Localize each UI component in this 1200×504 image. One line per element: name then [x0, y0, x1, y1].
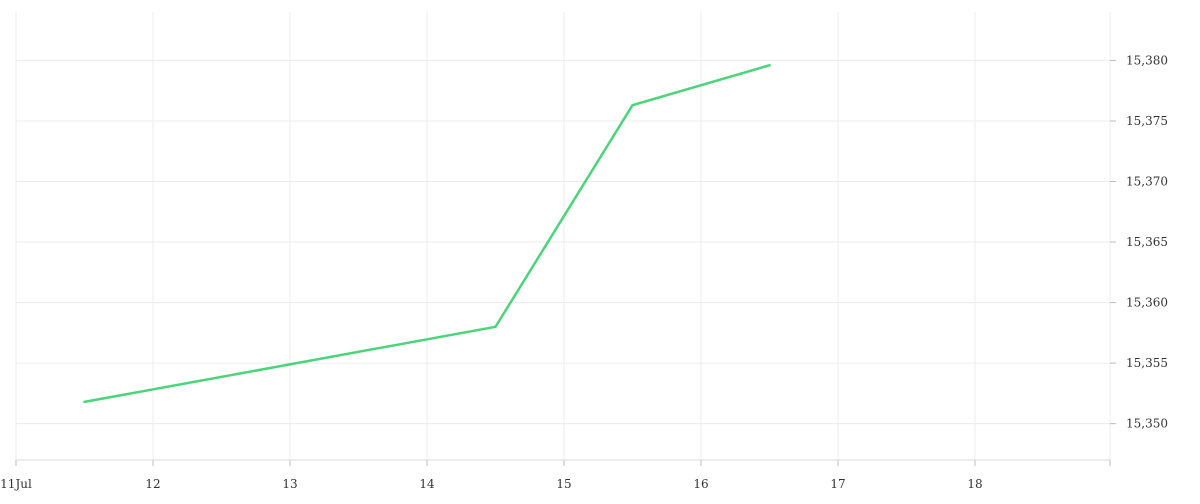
y-tick-label: 15,350 [1126, 417, 1168, 431]
data-point [631, 104, 634, 107]
grid [15, 12, 1111, 460]
y-tick-label: 15,355 [1126, 356, 1168, 370]
x-tick-label: 12 [145, 477, 160, 491]
data-point [768, 64, 771, 67]
y-tick-label: 15,365 [1126, 235, 1168, 249]
y-tick-label: 15,375 [1126, 114, 1168, 128]
x-tick-label: 11Jul [0, 477, 32, 491]
axes [15, 59, 1116, 466]
x-tick-label: 15 [556, 477, 571, 491]
x-tick-label: 14 [419, 477, 435, 491]
y-tick-label: 15,360 [1126, 296, 1168, 310]
data-point [83, 400, 86, 404]
y-tick-label: 15,370 [1126, 175, 1168, 189]
x-tick-label: 17 [830, 477, 845, 491]
y-tick-label: 15,380 [1126, 53, 1168, 67]
x-tick-label: 18 [967, 477, 982, 491]
data-point [494, 325, 497, 329]
series-line-0 [83, 64, 771, 404]
series-layer [83, 64, 771, 404]
x-tick-label: 13 [282, 477, 297, 491]
x-tick-label: 16 [693, 477, 708, 491]
y-axis-ticks: 15,350 15,355 15,360 15,365 15,370 15,375 15,3… [1126, 53, 1168, 430]
x-axis-ticks: 11Jul 12 13 14 15 16 17 18 [0, 477, 982, 491]
